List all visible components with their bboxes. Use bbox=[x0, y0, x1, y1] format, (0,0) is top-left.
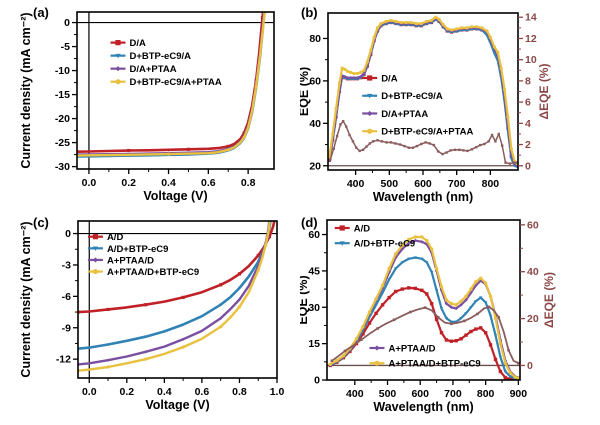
plot-frame bbox=[77, 220, 278, 379]
y-tick-label: -15 bbox=[55, 89, 70, 101]
y-tick-label: 30 bbox=[308, 302, 320, 314]
y-tick-label: -9 bbox=[62, 322, 71, 334]
right-tick-label: 0 bbox=[527, 360, 533, 372]
y-tick-label: 0 bbox=[314, 375, 320, 387]
y-tick-label: 45 bbox=[308, 265, 320, 277]
legend-label: A+PTAA/D bbox=[388, 344, 435, 355]
x-tick-label: 400 bbox=[347, 178, 365, 190]
x-tick-label: 0.4 bbox=[161, 177, 176, 189]
legend-label: A+PTAA/D+BTP-eC9 bbox=[388, 359, 480, 370]
legend-label: D/A bbox=[381, 73, 398, 84]
x-tick-label: 0.2 bbox=[120, 386, 135, 398]
panel-label: (c) bbox=[33, 215, 49, 230]
x-tick-label: 600 bbox=[414, 178, 432, 190]
legend-label: A/D bbox=[107, 232, 124, 243]
series-a-3 bbox=[77, 12, 266, 157]
x-tick-label: 700 bbox=[444, 388, 462, 400]
plot-frame bbox=[76, 11, 275, 170]
y-tick-label: 80 bbox=[309, 33, 321, 45]
panel-a: 0.0 0.2 0.4 0.6 0.8 0 -5 -10 -15 -20 -25 -30 Voltage… bbox=[0, 0, 300, 210]
y-tick-label: 20 bbox=[309, 160, 321, 172]
y-axis-label: Current density (mA cm⁻²) bbox=[19, 12, 33, 168]
x-tick-label: 0.6 bbox=[195, 386, 210, 398]
x-axis-label: Wavelength (nm) bbox=[373, 400, 473, 414]
x-tick-label: 900 bbox=[510, 388, 528, 400]
right-tick-label: 10 bbox=[525, 54, 537, 66]
y-tick-label: 60 bbox=[309, 75, 321, 87]
legend-label: D+BTP-eC9/A bbox=[381, 91, 443, 102]
right-tick-label: 12 bbox=[525, 33, 537, 45]
y-tick-label: 0 bbox=[64, 17, 70, 29]
legend-label: D+BTP-eC9/A+PTAA bbox=[381, 127, 473, 138]
x-tick-label: 0.2 bbox=[121, 177, 136, 189]
right-tick-label: 0 bbox=[525, 160, 531, 172]
panel-c-chart: 0.0 0.2 0.4 0.6 0.8 1.0 0 -3 -6 -9 -12 Voltage (V) C… bbox=[19, 215, 285, 412]
panel-label: (a) bbox=[33, 5, 49, 20]
y-axis-label: Current density (mA cm⁻²) bbox=[19, 221, 33, 377]
panel-a-chart: 0.0 0.2 0.4 0.6 0.8 0 -5 -10 -15 -20 -25 -30 Voltage… bbox=[19, 5, 275, 203]
y-tick-label: -5 bbox=[61, 41, 70, 53]
x-tick-label: 0.8 bbox=[232, 386, 247, 398]
legend-label: A/D bbox=[354, 224, 371, 235]
right-tick-label: 60 bbox=[527, 219, 539, 231]
right-tick-label: 4 bbox=[525, 118, 531, 130]
panel-c: 0.0 0.2 0.4 0.6 0.8 1.0 0 -3 -6 -9 -12 Voltage (V) C… bbox=[0, 210, 300, 420]
x-axis-label: Wavelength (nm) bbox=[373, 190, 473, 204]
y-axis-label: EQE (%) bbox=[300, 67, 311, 116]
legend-label: D+BTP-eC9/A+PTAA bbox=[129, 77, 221, 88]
x-tick-label: 0.0 bbox=[82, 386, 97, 398]
legend-label: D/A+PTAA bbox=[129, 64, 176, 75]
right-tick-label: 40 bbox=[527, 266, 539, 278]
y-tick-label: 60 bbox=[308, 229, 320, 241]
right-tick-label: 8 bbox=[525, 75, 531, 87]
y-tick-label: -20 bbox=[55, 113, 70, 125]
x-tick-label: 0.6 bbox=[201, 177, 216, 189]
panel-label: (b) bbox=[301, 5, 318, 20]
x-tick-label: 0.0 bbox=[82, 177, 97, 189]
legend-label: D/A+PTAA bbox=[381, 109, 428, 120]
legend-label: A+PTAA/D bbox=[107, 255, 154, 266]
x-tick-label: 400 bbox=[346, 388, 364, 400]
x-axis-label: Voltage (V) bbox=[145, 398, 209, 412]
y-tick-label: -25 bbox=[55, 137, 70, 149]
x-tick-label: 600 bbox=[411, 388, 429, 400]
right-tick-label: 6 bbox=[525, 97, 531, 109]
legend-label: D/A bbox=[129, 38, 146, 49]
x-tick-label: 800 bbox=[482, 178, 500, 190]
legend-label: A/D+BTP-eC9 bbox=[354, 239, 416, 250]
x-tick-label: 800 bbox=[477, 388, 495, 400]
legend-label: D+BTP-eC9/A bbox=[129, 51, 191, 62]
right-axis-label: ΔEQE (%) bbox=[537, 64, 551, 120]
legend-label: A+PTAA/D+BTP-eC9 bbox=[107, 267, 199, 278]
y-tick-label: -30 bbox=[55, 161, 70, 173]
x-tick-label: 0.4 bbox=[157, 386, 172, 398]
x-tick-label: 1.0 bbox=[270, 386, 285, 398]
right-tick-label: 2 bbox=[525, 139, 531, 151]
y-tick-label: 15 bbox=[308, 338, 320, 350]
y-tick-label: -12 bbox=[56, 354, 71, 366]
y-tick-label: 40 bbox=[309, 118, 321, 130]
y-tick-label: 0 bbox=[65, 228, 71, 240]
panel-d: 400 500 600 700 800 900 0 15 30 45 60 0 20 40 60 ΔEQE (… bbox=[296, 210, 600, 420]
y-tick-label: -3 bbox=[62, 259, 71, 271]
plot-frame bbox=[326, 219, 521, 381]
y-axis-label: EQE (%) bbox=[300, 275, 310, 324]
legend-label: A/D+BTP-eC9 bbox=[107, 244, 169, 255]
panel-label: (d) bbox=[301, 215, 318, 230]
panel-b: 400 500 600 700 800 20 40 60 80 0 2 4 6 8 10 12 14 ΔEQE (… bbox=[297, 0, 600, 210]
x-tick-label: 700 bbox=[448, 178, 466, 190]
right-tick-label: 20 bbox=[527, 313, 539, 325]
x-tick-label: 0.8 bbox=[241, 177, 256, 189]
x-axis-label: Voltage (V) bbox=[143, 189, 207, 203]
right-axis-label: ΔEQE (%) bbox=[542, 272, 556, 328]
y-tick-label: -6 bbox=[62, 291, 71, 303]
y-tick-label: -10 bbox=[55, 65, 70, 77]
x-tick-label: 500 bbox=[381, 178, 399, 190]
x-tick-label: 500 bbox=[379, 388, 397, 400]
right-tick-label: 14 bbox=[525, 12, 537, 24]
